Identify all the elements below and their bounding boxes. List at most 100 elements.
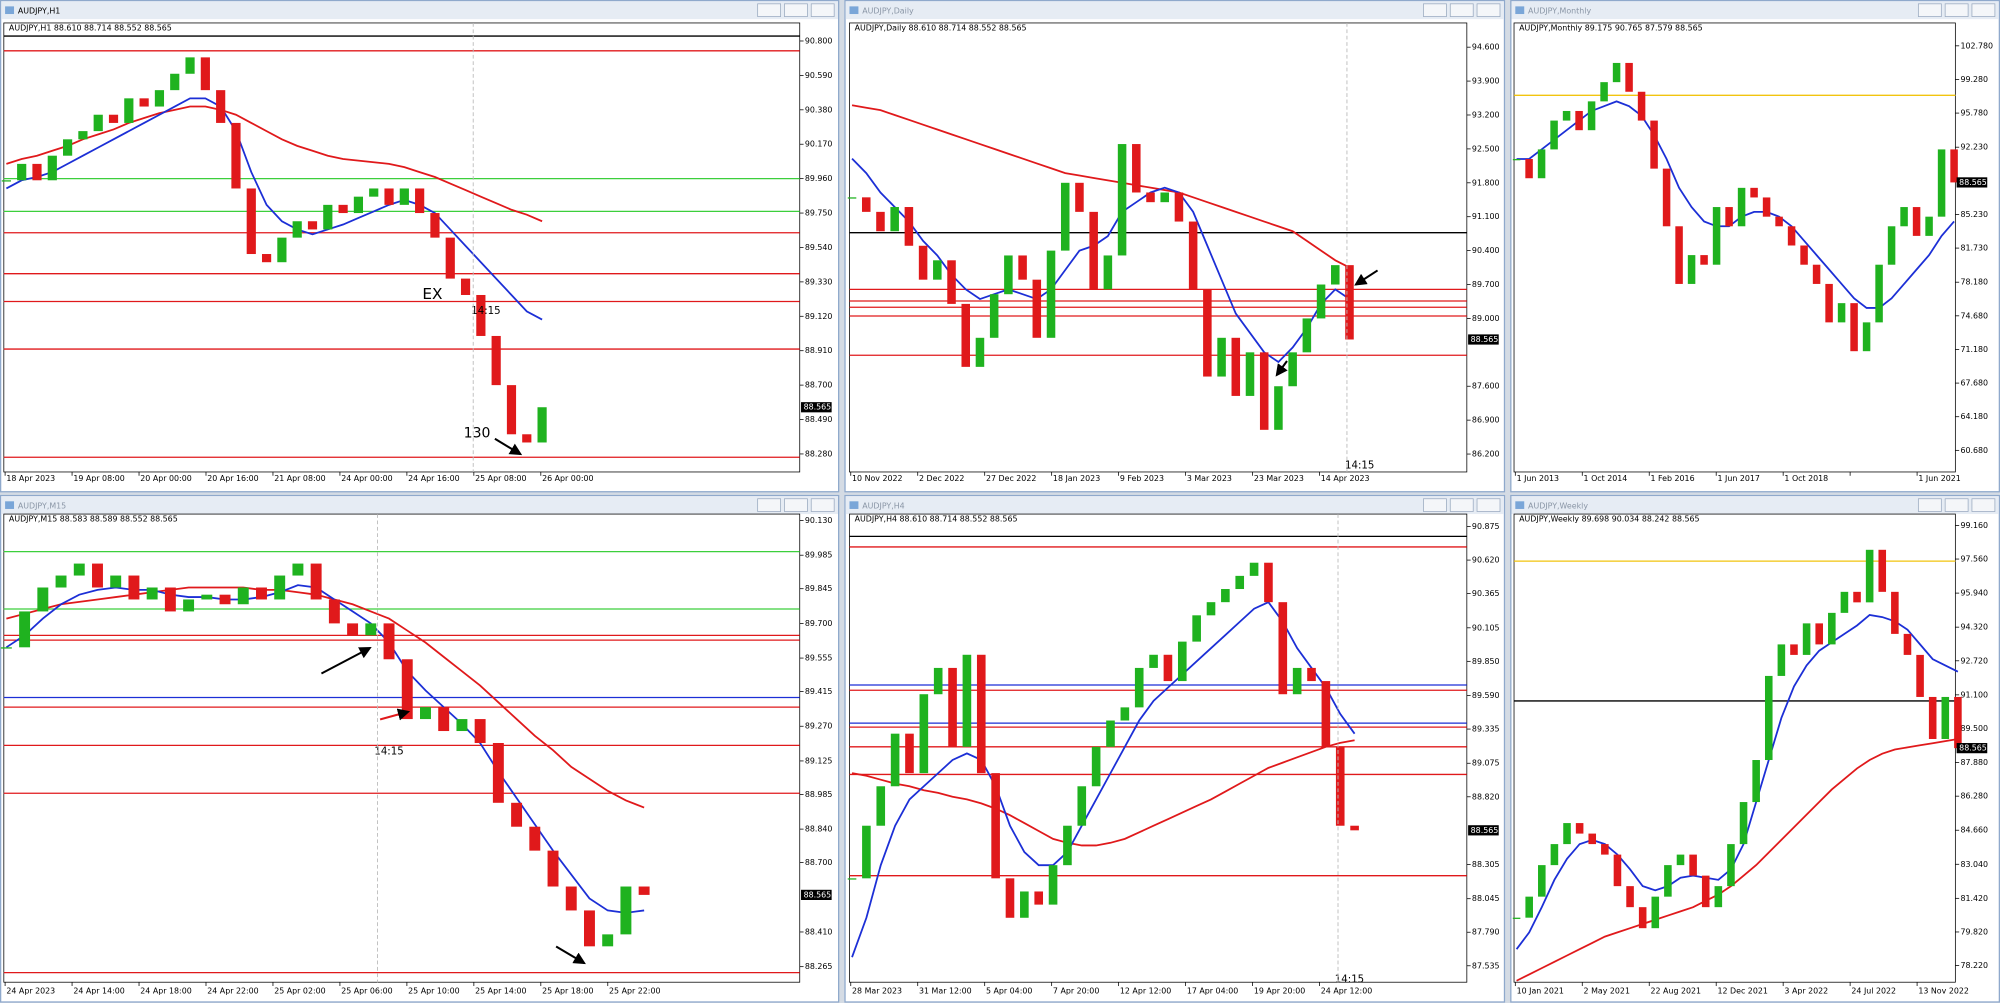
candle-body <box>92 563 103 588</box>
candle-body <box>139 98 149 107</box>
candle-body <box>1132 144 1141 193</box>
candle-body <box>1650 120 1658 169</box>
candle-body <box>948 667 957 747</box>
candle-body <box>1245 352 1255 396</box>
price-label: 88.565 <box>1471 826 1499 835</box>
x-tick-label: 1 Feb 2016 <box>1651 474 1695 483</box>
candle-body <box>1018 255 1027 280</box>
candle-body <box>292 563 304 576</box>
maximize-button[interactable] <box>1449 498 1474 512</box>
y-tick-label: 89.850 <box>1472 657 1500 666</box>
chart-window: AUDJPY,Weekly AUDJPY,Weekly 89.698 90.034… <box>1510 494 2000 1003</box>
x-tick-label: 20 Apr 00:00 <box>140 474 191 483</box>
y-tick-label: 97.560 <box>1960 555 1988 564</box>
candle-body <box>219 594 231 605</box>
close-button[interactable] <box>1971 3 1996 17</box>
candle-body <box>1048 865 1058 905</box>
candle-body <box>338 204 348 214</box>
x-tick-label: 20 Apr 16:00 <box>207 474 258 483</box>
arrow <box>1275 360 1288 377</box>
candle-body <box>847 197 857 199</box>
x-tick-label: 27 Dec 2022 <box>986 474 1036 483</box>
candle-body <box>620 886 632 935</box>
minimize-button[interactable] <box>1917 498 1942 512</box>
close-button[interactable] <box>810 3 835 17</box>
maximize-button[interactable] <box>1944 3 1969 17</box>
candle-body <box>384 188 394 205</box>
candle-body <box>1777 644 1786 676</box>
x-tick-label: 25 Apr 02:00 <box>274 987 325 996</box>
candle-body <box>1103 255 1113 290</box>
candle-body <box>1274 386 1283 430</box>
moving-average <box>5 97 543 321</box>
candle-body <box>565 886 577 911</box>
window-title: AUDJPY,H1 <box>18 6 60 15</box>
x-tick-label: 22 Aug 2021 <box>1651 987 1702 996</box>
y-tick-label: 88.410 <box>805 927 833 936</box>
window-frame <box>0 494 840 1003</box>
y-tick-label: 86.280 <box>1960 792 1988 801</box>
candle-body <box>1739 802 1748 845</box>
maximize-button[interactable] <box>1944 498 1969 512</box>
moving-average <box>851 739 1355 847</box>
candle-body <box>93 114 103 132</box>
y-tick-label: 91.100 <box>1472 212 1500 221</box>
candle-body <box>201 594 213 600</box>
y-tick-label: 92.720 <box>1960 656 1988 665</box>
plot-frame <box>1513 22 1956 473</box>
candle-body <box>1762 197 1771 217</box>
candle-body <box>1714 886 1723 908</box>
chart-annotation: 130 <box>464 426 491 442</box>
x-tick-label: 3 Apr 2022 <box>1784 987 1828 996</box>
chart-annotation: 14:15 <box>1335 975 1364 986</box>
x-tick-label: 18 Apr 2023 <box>6 474 55 483</box>
x-tick-label: 18 Jan 2023 <box>1053 474 1100 483</box>
maximize-button[interactable] <box>784 3 808 17</box>
minimize-button[interactable] <box>757 498 781 512</box>
candle-body <box>19 611 31 648</box>
candle-body <box>328 599 340 624</box>
minimize-button[interactable] <box>1423 3 1447 17</box>
close-button[interactable] <box>1476 498 1501 512</box>
minimize-button[interactable] <box>1917 3 1942 17</box>
candle-body <box>292 221 302 238</box>
close-button[interactable] <box>810 498 835 512</box>
y-tick-label: 87.600 <box>1472 382 1500 391</box>
candle-body <box>1916 654 1924 697</box>
y-tick-label: 89.120 <box>805 312 833 321</box>
candle-body <box>365 623 377 636</box>
title-bar <box>1 1 839 20</box>
y-tick-label: 90.365 <box>1472 589 1500 598</box>
maximize-button[interactable] <box>784 498 808 512</box>
candle-body <box>1912 207 1921 236</box>
candle-body <box>1625 62 1633 92</box>
minimize-button[interactable] <box>757 3 781 17</box>
candle-body <box>110 575 122 588</box>
moving-average <box>1516 738 1959 982</box>
candle-body <box>1512 917 1521 919</box>
minimize-button[interactable] <box>1423 498 1447 512</box>
candle-body <box>1575 110 1583 131</box>
x-tick-label: 25 Apr 22:00 <box>609 987 660 996</box>
y-tick-label: 88.045 <box>1472 894 1500 903</box>
x-tick-label: 1 Oct 2014 <box>1584 474 1628 483</box>
y-tick-label: 90.380 <box>805 105 833 114</box>
x-tick-label: 5 Apr 04:00 <box>986 987 1032 996</box>
candle-body <box>1875 264 1883 323</box>
y-tick-label: 91.100 <box>1960 690 1988 699</box>
candle-body <box>1837 303 1846 323</box>
candle-body <box>474 719 486 743</box>
y-tick-label: 88.305 <box>1472 860 1500 869</box>
x-tick-label: 2 May 2021 <box>1584 987 1630 996</box>
candle-body <box>1288 352 1297 387</box>
y-tick-label: 71.180 <box>1960 345 1988 354</box>
y-tick-label: 92.230 <box>1960 143 1988 152</box>
close-button[interactable] <box>1971 498 1996 512</box>
candle-body <box>277 237 287 263</box>
y-tick-label: 89.500 <box>1960 724 1988 733</box>
candle-body <box>37 587 49 612</box>
candle-body <box>1887 226 1896 265</box>
candle-body <box>1903 633 1912 655</box>
close-button[interactable] <box>1476 3 1501 17</box>
maximize-button[interactable] <box>1449 3 1474 17</box>
